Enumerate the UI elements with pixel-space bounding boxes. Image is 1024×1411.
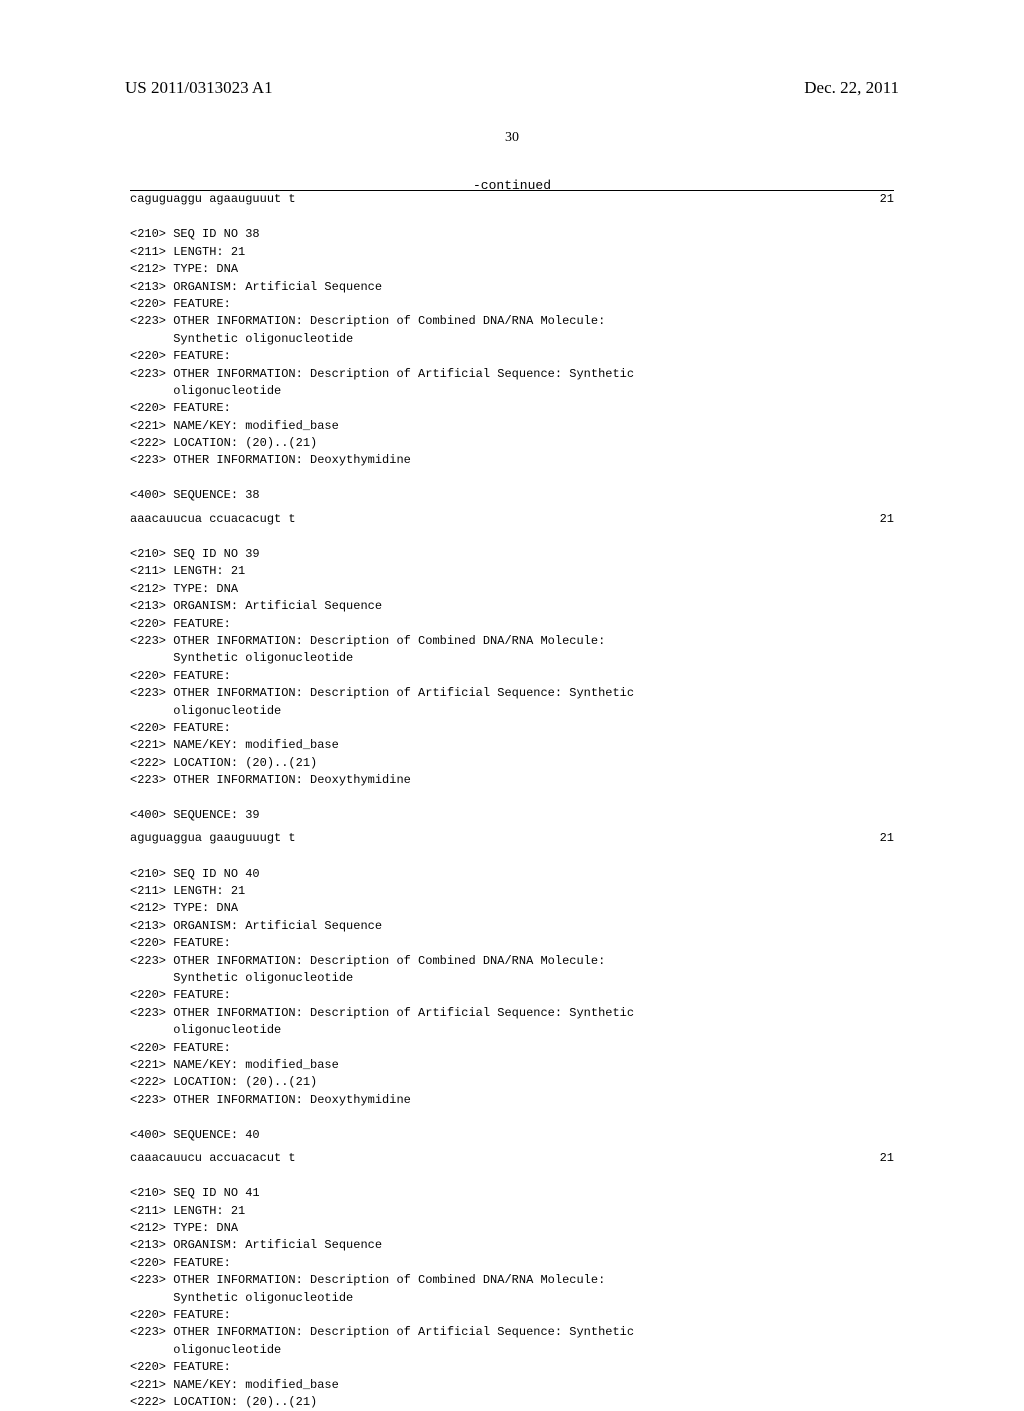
sequence-text: caguguaggu agaauguuut t [130, 191, 296, 208]
sequence-text: aguguaggua gaauguuugt t [130, 830, 296, 847]
sequence-line: caaacauucu accuacacut t 21 [130, 1150, 894, 1167]
publication-date: Dec. 22, 2011 [804, 78, 899, 98]
listing-block: <210> SEQ ID NO 39 <211> LENGTH: 21 <212… [130, 540, 894, 824]
sequence-length: 21 [880, 191, 894, 208]
listing-block: <210> SEQ ID NO 40 <211> LENGTH: 21 <212… [130, 860, 894, 1144]
sequence-line: aguguaggua gaauguuugt t 21 [130, 830, 894, 847]
sequence-length: 21 [880, 830, 894, 847]
sequence-text: caaacauucu accuacacut t [130, 1150, 296, 1167]
page: US 2011/0313023 A1 Dec. 22, 2011 30 -con… [0, 0, 1024, 1320]
listing-block: <210> SEQ ID NO 41 <211> LENGTH: 21 <212… [130, 1179, 894, 1411]
page-number: 30 [0, 130, 1024, 146]
sequence-text: aaacauucua ccuacacugt t [130, 511, 296, 528]
sequence-line: caguguaggu agaauguuut t 21 [130, 191, 894, 208]
publication-number: US 2011/0313023 A1 [125, 78, 273, 98]
sequence-length: 21 [880, 511, 894, 528]
sequence-listing: caguguaggu agaauguuut t 21 <210> SEQ ID NO… [130, 191, 894, 1411]
sequence-line: aaacauucua ccuacacugt t 21 [130, 511, 894, 528]
sequence-length: 21 [880, 1150, 894, 1167]
listing-block: <210> SEQ ID NO 38 <211> LENGTH: 21 <212… [130, 220, 894, 504]
sequence-listing-region: caguguaggu agaauguuut t 21 <210> SEQ ID NO… [130, 190, 894, 1411]
